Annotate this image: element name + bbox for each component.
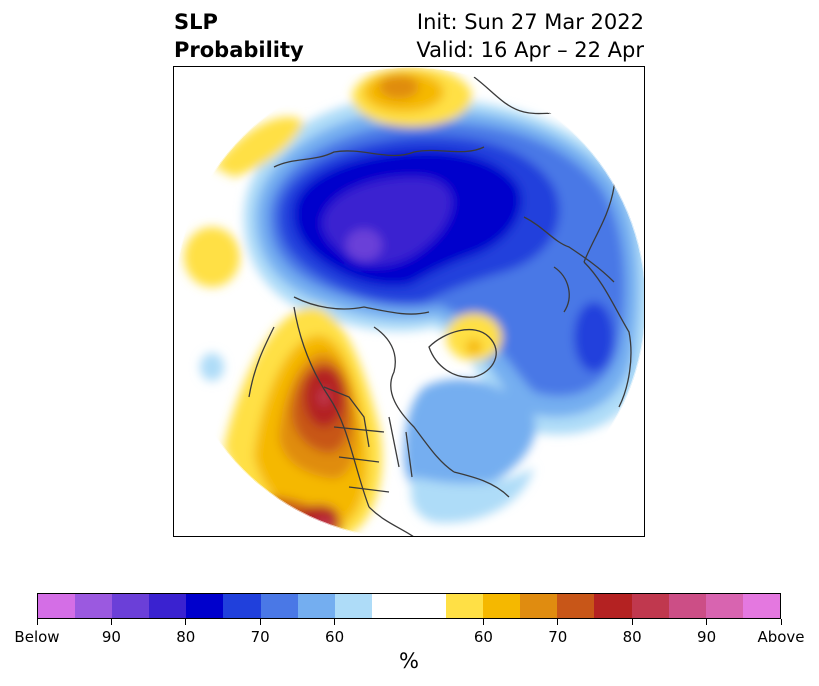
title-right: Init: Sun 27 Mar 2022 Valid: 16 Apr – 22… xyxy=(416,8,644,64)
init-date: Init: Sun 27 Mar 2022 xyxy=(416,10,644,34)
colorbar-segment xyxy=(297,594,335,618)
colorbar-tick xyxy=(110,619,112,625)
above-region-africa-65 xyxy=(379,75,419,99)
colorbar-segment xyxy=(223,594,261,618)
colorbar-label: Below xyxy=(14,628,60,646)
colorbar-segment xyxy=(149,594,187,618)
colorbar xyxy=(37,593,781,619)
colorbar-label: 90 xyxy=(697,628,717,646)
colorbar-segment xyxy=(557,594,595,618)
title-field-type: Probability xyxy=(174,38,304,62)
colorbar-tick xyxy=(185,619,187,625)
above-region-greenland xyxy=(446,313,502,361)
colorbar-label: 90 xyxy=(101,628,121,646)
colorbar-label: 60 xyxy=(325,628,345,646)
title-field: SLP xyxy=(174,10,218,34)
title-left: SLP Probability xyxy=(174,8,304,64)
map-panel xyxy=(173,66,645,537)
colorbar-tick xyxy=(482,619,484,625)
colorbar-label: 60 xyxy=(473,628,493,646)
below-region-atlantic-outer xyxy=(410,467,534,523)
colorbar-segment xyxy=(705,594,743,618)
colorbar-segment xyxy=(260,594,298,618)
colorbar-segment xyxy=(371,594,409,618)
colorbar-segment xyxy=(408,594,447,618)
above-region-westna-85 xyxy=(318,388,330,406)
colorbar-label: 80 xyxy=(622,628,642,646)
coastlines xyxy=(248,76,632,536)
colorbar-label: 70 xyxy=(548,628,568,646)
colorbar-segment xyxy=(112,594,150,618)
valid-range: Valid: 16 Apr – 22 Apr xyxy=(416,38,644,62)
below-region-atlantic xyxy=(404,378,536,500)
colorbar-segment xyxy=(742,594,780,618)
colorbar-tick xyxy=(780,619,782,625)
above-region-alaska-band xyxy=(214,117,304,177)
colorbar-tick xyxy=(557,619,559,625)
colorbar-label: 70 xyxy=(250,628,270,646)
colorbar-tick xyxy=(706,619,708,625)
colorbar-segment xyxy=(75,594,113,618)
colorbar-label: 80 xyxy=(176,628,196,646)
above-region-pacific-west xyxy=(184,227,240,287)
above-region-greenland-60 xyxy=(466,339,482,355)
colorbar-tick xyxy=(36,619,38,625)
colorbar-segment xyxy=(520,594,558,618)
below-region-pacific-small xyxy=(200,353,224,381)
colorbar-segment xyxy=(38,594,76,618)
colorbar-segment xyxy=(186,594,224,618)
probability-map xyxy=(174,67,644,536)
below-region-90 xyxy=(346,229,382,261)
colorbar-tick xyxy=(334,619,336,625)
colorbar-segment xyxy=(334,594,372,618)
below-region-europe xyxy=(574,302,614,372)
colorbar-segment xyxy=(594,594,632,618)
colorbar-segment xyxy=(483,594,521,618)
colorbar-tick xyxy=(259,619,261,625)
colorbar-unit: % xyxy=(399,649,419,673)
colorbar-label: Above xyxy=(757,628,805,646)
colorbar-segment xyxy=(631,594,669,618)
colorbar-segment xyxy=(446,594,484,618)
colorbar-segment xyxy=(668,594,706,618)
colorbar-tick xyxy=(631,619,633,625)
